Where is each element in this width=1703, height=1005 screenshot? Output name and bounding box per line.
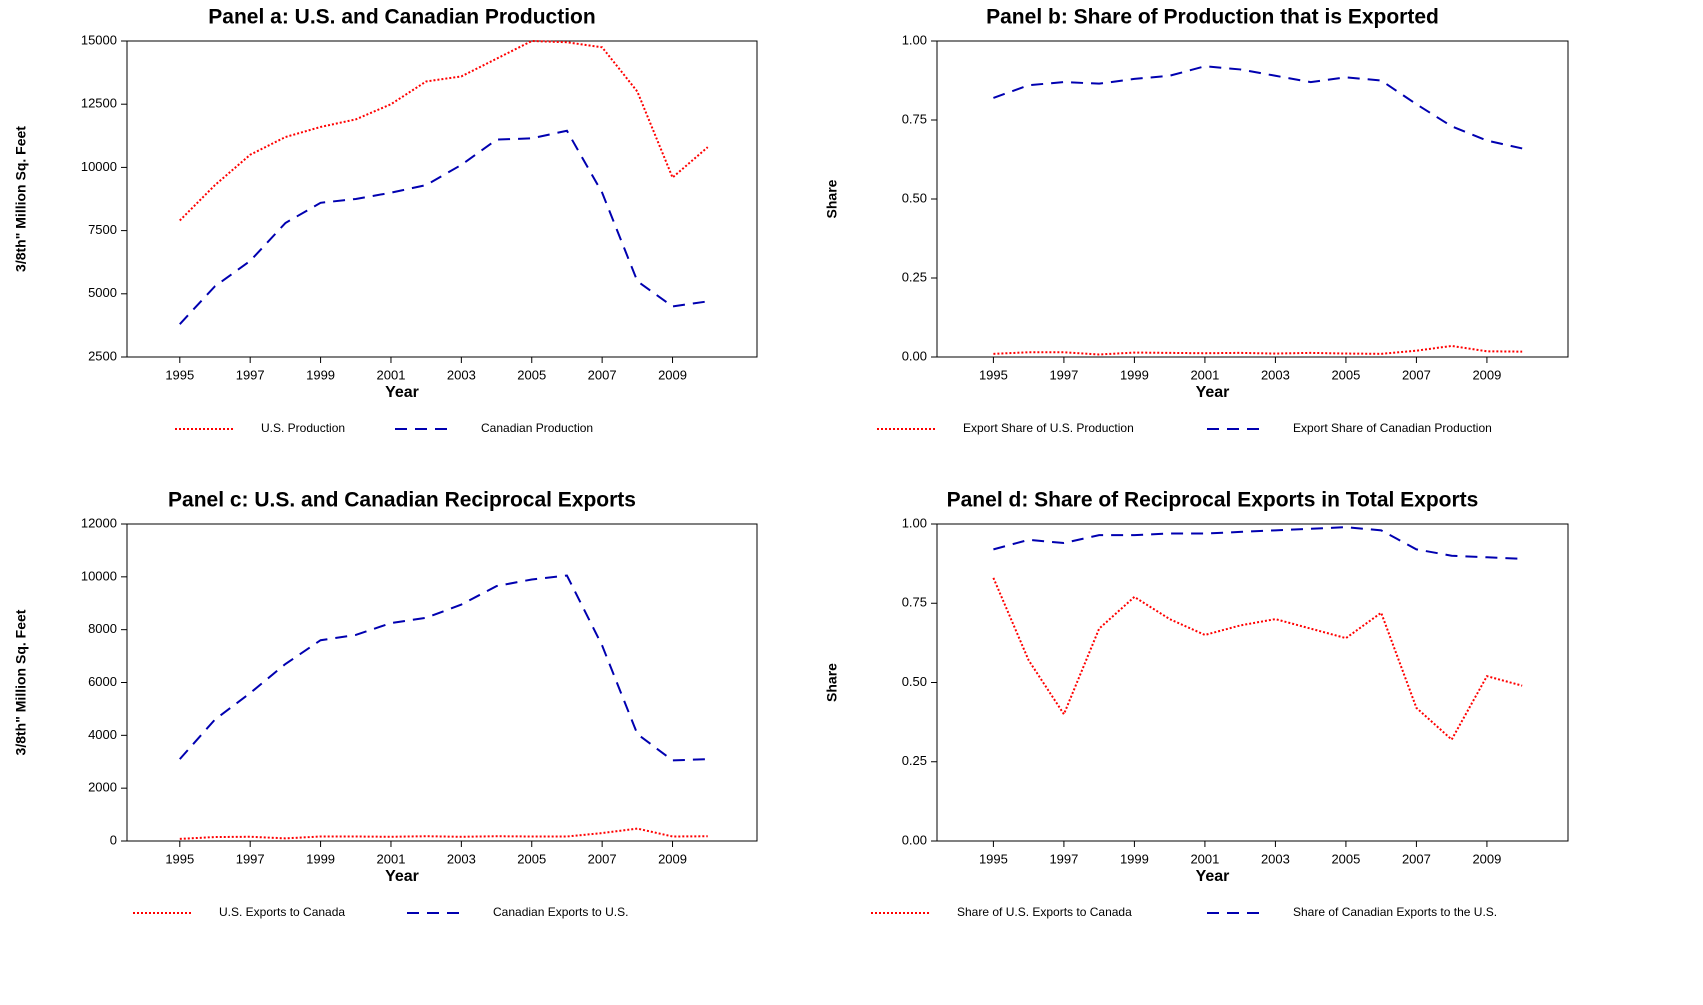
x-axis-label: Year bbox=[385, 384, 419, 401]
data-line bbox=[993, 344, 1523, 356]
x-tick-label: 2005 bbox=[517, 367, 546, 382]
x-tick-label: 2009 bbox=[1472, 851, 1501, 866]
x-tick-label: 1999 bbox=[1120, 367, 1149, 382]
y-tick-label: 8000 bbox=[88, 621, 117, 636]
y-tick-label: 1.00 bbox=[902, 32, 927, 47]
y-tick-label: 7500 bbox=[88, 222, 117, 237]
y-tick-label: 2000 bbox=[88, 780, 117, 795]
data-line bbox=[993, 526, 1523, 560]
x-tick-label: 1997 bbox=[236, 851, 265, 866]
x-tick-label: 2005 bbox=[1331, 367, 1360, 382]
legend-label: Share of U.S. Exports to Canada bbox=[957, 905, 1132, 919]
plot-frame bbox=[936, 523, 1569, 842]
data-line bbox=[993, 65, 1523, 150]
x-tick-label: 1999 bbox=[1120, 851, 1149, 866]
y-tick-label: 4000 bbox=[88, 727, 117, 742]
x-tick-label: 2009 bbox=[658, 367, 687, 382]
legend-label: Canadian Production bbox=[481, 421, 593, 435]
x-tick-label: 1995 bbox=[979, 367, 1008, 382]
data-line bbox=[179, 574, 708, 762]
data-line bbox=[179, 129, 708, 325]
legend-label: Canadian Exports to U.S. bbox=[493, 905, 628, 919]
y-tick-label: 0.25 bbox=[902, 753, 927, 768]
y-tick-label: 10000 bbox=[81, 568, 117, 583]
y-tick-label: 0.50 bbox=[902, 674, 927, 689]
x-tick-label: 2007 bbox=[588, 367, 617, 382]
y-tick-label: 0 bbox=[110, 832, 117, 847]
y-axis-label: Share bbox=[824, 179, 840, 218]
y-tick-label: 6000 bbox=[88, 674, 117, 689]
y-tick-label: 0.25 bbox=[902, 269, 927, 284]
x-tick-label: 1999 bbox=[306, 367, 335, 382]
x-axis-label: Year bbox=[1196, 868, 1230, 885]
x-tick-label: 1995 bbox=[165, 367, 194, 382]
x-tick-label: 2007 bbox=[1402, 367, 1431, 382]
legend-label: U.S. Production bbox=[261, 421, 345, 435]
y-tick-label: 10000 bbox=[81, 159, 117, 174]
x-tick-label: 2007 bbox=[588, 851, 617, 866]
plot-frame bbox=[126, 523, 758, 842]
y-tick-label: 15000 bbox=[81, 32, 117, 47]
x-tick-label: 2003 bbox=[1261, 851, 1290, 866]
legend-label: Export Share of Canadian Production bbox=[1293, 421, 1492, 435]
y-tick-label: 0.75 bbox=[902, 111, 927, 126]
plot-frame bbox=[936, 40, 1569, 358]
y-tick-label: 0.00 bbox=[902, 832, 927, 847]
x-tick-label: 2001 bbox=[1190, 367, 1219, 382]
x-tick-label: 2003 bbox=[1261, 367, 1290, 382]
x-tick-label: 1995 bbox=[165, 851, 194, 866]
x-tick-label: 1999 bbox=[306, 851, 335, 866]
y-tick-label: 5000 bbox=[88, 285, 117, 300]
x-tick-label: 1997 bbox=[1049, 367, 1078, 382]
x-tick-label: 2009 bbox=[1472, 367, 1501, 382]
y-tick-label: 12000 bbox=[81, 515, 117, 530]
x-axis-label: Year bbox=[385, 868, 419, 885]
y-tick-label: 1.00 bbox=[902, 515, 927, 530]
y-tick-label: 2500 bbox=[88, 348, 117, 363]
x-tick-label: 2005 bbox=[517, 851, 546, 866]
panel-title: Panel b: Share of Production that is Exp… bbox=[986, 6, 1439, 29]
x-tick-label: 2001 bbox=[377, 851, 406, 866]
y-tick-label: 0.75 bbox=[902, 595, 927, 610]
data-line bbox=[992, 577, 1523, 742]
data-line bbox=[179, 39, 709, 222]
x-tick-label: 2005 bbox=[1331, 851, 1360, 866]
x-tick-label: 1997 bbox=[236, 367, 265, 382]
panel-title: Panel c: U.S. and Canadian Reciprocal Ex… bbox=[168, 489, 636, 512]
y-axis-label: 3/8th" Million Sq. Feet bbox=[13, 126, 29, 272]
x-tick-label: 2001 bbox=[377, 367, 406, 382]
y-tick-label: 0.00 bbox=[902, 348, 927, 363]
legend-label: Share of Canadian Exports to the U.S. bbox=[1293, 905, 1497, 919]
y-tick-label: 0.50 bbox=[902, 190, 927, 205]
x-tick-label: 2003 bbox=[447, 367, 476, 382]
y-tick-label: 12500 bbox=[81, 96, 117, 111]
y-axis-label: Share bbox=[824, 663, 840, 702]
y-axis-label: 3/8th" Million Sq. Feet bbox=[13, 609, 29, 755]
x-tick-label: 2009 bbox=[658, 851, 687, 866]
x-tick-label: 2003 bbox=[447, 851, 476, 866]
x-tick-label: 2007 bbox=[1402, 851, 1431, 866]
x-tick-label: 1995 bbox=[979, 851, 1008, 866]
x-tick-label: 2001 bbox=[1190, 851, 1219, 866]
x-axis-label: Year bbox=[1196, 384, 1230, 401]
legend-label: U.S. Exports to Canada bbox=[219, 905, 345, 919]
x-tick-label: 1997 bbox=[1049, 851, 1078, 866]
plot-frame bbox=[126, 40, 758, 358]
panel-title: Panel d: Share of Reciprocal Exports in … bbox=[947, 489, 1479, 512]
panel-title: Panel a: U.S. and Canadian Production bbox=[208, 6, 595, 29]
data-line bbox=[179, 827, 708, 840]
legend-label: Export Share of U.S. Production bbox=[963, 421, 1134, 435]
